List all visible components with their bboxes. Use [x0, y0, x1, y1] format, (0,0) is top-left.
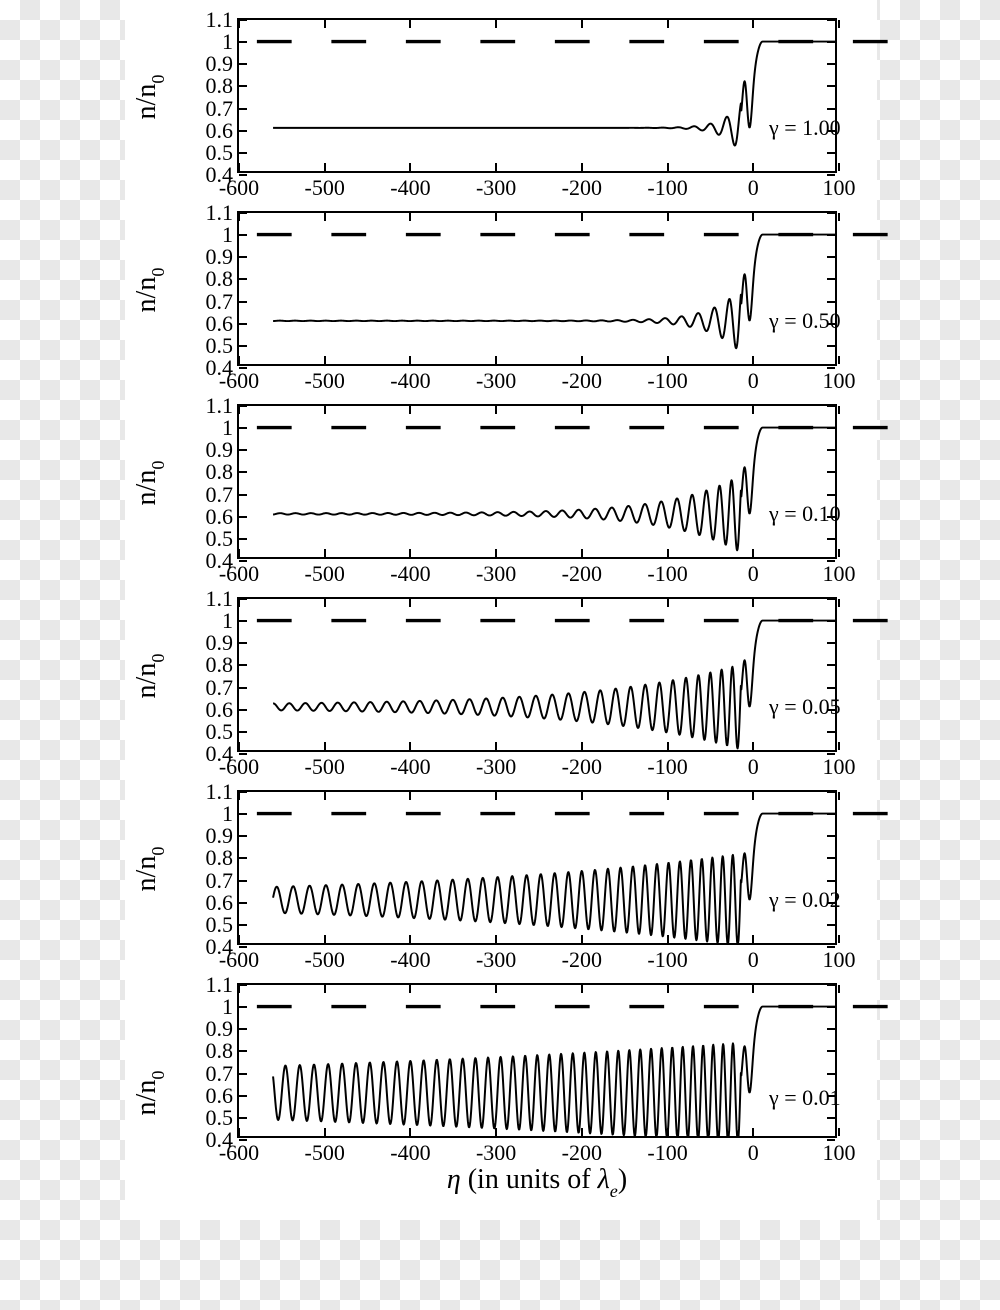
plot-area: 0.40.50.60.70.80.911.1-600-500-400-300-2…	[237, 597, 837, 752]
series-line	[273, 1007, 835, 1136]
xtick-label: 100	[823, 1136, 856, 1166]
ytick-label: 0.9	[206, 437, 240, 463]
ytick-label: 1	[222, 801, 239, 827]
ytick-label: 0.5	[206, 526, 240, 552]
xtick-label: -100	[647, 1136, 687, 1166]
xtick-label: 0	[748, 1136, 759, 1166]
ytick-label: 0.8	[206, 459, 240, 485]
xtick-mark	[838, 406, 840, 414]
plot-svg	[239, 599, 835, 750]
ytick-label: 1	[222, 415, 239, 441]
ytick-label: 0.7	[206, 289, 240, 315]
gamma-annotation: γ = 1.00	[769, 115, 841, 141]
ytick-label: 0.9	[206, 630, 240, 656]
subplot: n/n0 0.40.50.60.70.80.911.1-600-500-400-3…	[125, 386, 877, 579]
plot-area: 0.40.50.60.70.80.911.1-600-500-400-300-2…	[237, 790, 837, 945]
y-axis-label: n/n0	[131, 653, 167, 698]
xtick-label: -300	[476, 1136, 516, 1166]
ytick-label: 1.1	[206, 393, 240, 419]
ytick-label: 0.6	[206, 890, 240, 916]
plot-area: 0.40.50.60.70.80.911.1-600-500-400-300-2…	[237, 18, 837, 173]
xtick-mark	[838, 356, 840, 364]
series-line	[273, 235, 835, 349]
xtick-mark	[838, 1128, 840, 1136]
ytick-label: 0.6	[206, 697, 240, 723]
gamma-annotation: γ = 0.05	[769, 694, 841, 720]
ytick-label: 1.1	[206, 586, 240, 612]
subplot: n/n0 0.40.50.60.70.80.911.1-600-500-400-3…	[125, 0, 877, 193]
xtick-mark	[838, 985, 840, 993]
ytick-label: 1	[222, 994, 239, 1020]
ytick-label: 0.7	[206, 482, 240, 508]
ytick-label: 0.7	[206, 868, 240, 894]
ytick-label: 0.5	[206, 140, 240, 166]
ytick-label: 0.7	[206, 96, 240, 122]
y-axis-label: n/n0	[131, 1070, 167, 1115]
plot-svg	[239, 213, 835, 364]
x-axis-label: η (in units of λe)	[447, 1164, 627, 1200]
gamma-annotation: γ = 0.50	[769, 308, 841, 334]
ytick-label: 0.9	[206, 51, 240, 77]
plot-area: 0.40.50.60.70.80.911.1-600-500-400-300-2…	[237, 983, 837, 1138]
series-line	[273, 42, 835, 146]
plot-svg	[239, 792, 835, 943]
xtick-mark	[838, 792, 840, 800]
series-line	[273, 428, 835, 551]
ytick-label: 0.8	[206, 266, 240, 292]
ytick-label: 1.1	[206, 7, 240, 33]
ytick-label: 0.9	[206, 823, 240, 849]
xtick-mark	[838, 742, 840, 750]
xtick-mark	[838, 163, 840, 171]
xtick-mark	[838, 549, 840, 557]
subplot: n/n0 0.40.50.60.70.80.911.1-600-500-400-3…	[125, 579, 877, 772]
ytick-label: 0.5	[206, 719, 240, 745]
plot-svg	[239, 406, 835, 557]
xtick-mark	[838, 213, 840, 221]
ytick-label: 1	[222, 608, 239, 634]
ytick-label: 0.5	[206, 912, 240, 938]
xtick-label: -400	[390, 1136, 430, 1166]
ytick-label: 1	[222, 29, 239, 55]
ytick-label: 0.6	[206, 504, 240, 530]
xtick-label: -600	[219, 1136, 259, 1166]
ytick-label: 1.1	[206, 972, 240, 998]
xtick-label: -200	[562, 1136, 602, 1166]
ytick-label: 0.6	[206, 118, 240, 144]
plot-area: 0.40.50.60.70.80.911.1-600-500-400-300-2…	[237, 211, 837, 366]
ytick-label: 1.1	[206, 779, 240, 805]
ytick-label: 0.8	[206, 845, 240, 871]
y-axis-label: n/n0	[131, 846, 167, 891]
plot-svg	[239, 985, 835, 1136]
ytick-label: 0.7	[206, 675, 240, 701]
ytick-label: 0.9	[206, 244, 240, 270]
gamma-annotation: γ = 0.10	[769, 501, 841, 527]
xtick-mark	[838, 935, 840, 943]
ytick-label: 0.6	[206, 311, 240, 337]
ytick-label: 1.1	[206, 200, 240, 226]
xtick-label: -500	[305, 1136, 345, 1166]
ytick-label: 0.8	[206, 652, 240, 678]
subplot: n/n0 0.40.50.60.70.80.911.1-600-500-400-3…	[125, 193, 877, 386]
gamma-annotation: γ = 0.01	[769, 1085, 841, 1111]
xtick-mark	[838, 20, 840, 28]
subplot: n/n0 0.40.50.60.70.80.911.1-600-500-400-3…	[125, 965, 877, 1220]
series-line	[273, 814, 835, 943]
ytick-label: 0.6	[206, 1083, 240, 1109]
ytick-label: 0.5	[206, 333, 240, 359]
subplot: n/n0 0.40.50.60.70.80.911.1-600-500-400-3…	[125, 772, 877, 965]
series-line	[273, 621, 835, 749]
plot-svg	[239, 20, 835, 171]
ytick-label: 0.9	[206, 1016, 240, 1042]
ytick-label: 0.7	[206, 1061, 240, 1087]
y-axis-label: n/n0	[131, 74, 167, 119]
xtick-mark	[838, 599, 840, 607]
gamma-annotation: γ = 0.02	[769, 887, 841, 913]
y-axis-label: n/n0	[131, 267, 167, 312]
ytick-label: 0.5	[206, 1105, 240, 1131]
ytick-label: 1	[222, 222, 239, 248]
ytick-label: 0.8	[206, 73, 240, 99]
y-axis-label: n/n0	[131, 460, 167, 505]
ytick-label: 0.8	[206, 1038, 240, 1064]
plot-area: 0.40.50.60.70.80.911.1-600-500-400-300-2…	[237, 404, 837, 559]
